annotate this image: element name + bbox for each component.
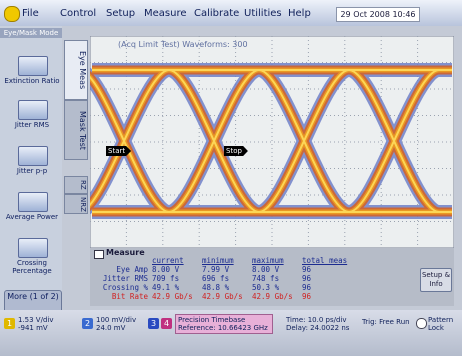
- waveform-display: [90, 36, 454, 248]
- row-label: Crossing %: [92, 283, 148, 292]
- cell: 7.99 V: [202, 265, 229, 274]
- cell: 8.00 V: [152, 265, 179, 274]
- scale: 100 mV/div: [96, 316, 136, 324]
- pattern-icon: [416, 318, 427, 329]
- mode-label: Eye/Mask Mode: [0, 28, 62, 38]
- format-tab[interactable]: NRZ: [64, 194, 88, 214]
- tab[interactable]: Mask Test: [64, 100, 88, 160]
- cell: 8.00 V: [252, 265, 279, 274]
- scale: 1.53 V/div: [18, 316, 54, 324]
- row-label: Jitter RMS: [92, 274, 148, 283]
- menu-item[interactable]: File: [22, 8, 39, 19]
- button-icon[interactable]: [18, 146, 48, 166]
- channel-chip[interactable]: 2: [82, 318, 93, 329]
- row-label: Bit Rate: [92, 292, 148, 301]
- cell: 696 fs: [202, 274, 229, 283]
- trigger-info[interactable]: Trig: Free Run: [362, 318, 410, 326]
- time-scale: Time: 10.0 ps/div: [286, 316, 349, 324]
- cell: 42.9 Gb/s: [202, 292, 243, 301]
- menu-item[interactable]: Calibrate: [194, 8, 239, 19]
- channel-chip[interactable]: 3: [148, 318, 159, 329]
- column-header: maximum: [252, 256, 284, 265]
- scope-app: 29 Oct 2008 10:46 Eye/Mask Mode More (1 …: [0, 0, 462, 356]
- format-tab[interactable]: RZ: [64, 176, 88, 194]
- column-header: total meas: [302, 256, 347, 265]
- offset: 24.0 mV: [96, 324, 136, 332]
- pattern-lock[interactable]: Pattern Lock: [428, 316, 460, 332]
- timebase-title: Precision Timebase: [178, 316, 270, 324]
- menu-item[interactable]: Control: [60, 8, 96, 19]
- cell: 748 fs: [252, 274, 279, 283]
- column-header: current: [152, 256, 184, 265]
- cell: 42.9 Gb/s: [252, 292, 293, 301]
- button-icon[interactable]: [18, 238, 48, 258]
- acq-status: (Acq Limit Test) Waveforms: 300: [118, 40, 248, 49]
- cell: 42.9 Gb/s: [152, 292, 193, 301]
- measure-title: Measure: [106, 248, 145, 257]
- menu-item[interactable]: Measure: [144, 8, 187, 19]
- cell: 96: [302, 283, 311, 292]
- cell: 49.1 %: [152, 283, 179, 292]
- menu-item[interactable]: Setup: [106, 8, 135, 19]
- cell: 96: [302, 292, 311, 301]
- measure-button[interactable]: Jitter p-p: [4, 167, 60, 175]
- row-label: Eye Amp: [92, 265, 148, 274]
- channel-chip[interactable]: 1: [4, 318, 15, 329]
- button-icon[interactable]: [18, 56, 48, 76]
- app-icon[interactable]: [4, 6, 20, 22]
- menu-item[interactable]: Help: [288, 8, 311, 19]
- cell: 96: [302, 265, 311, 274]
- cell: 50.3 %: [252, 283, 279, 292]
- button-icon[interactable]: [18, 100, 48, 120]
- measure-checkbox[interactable]: [94, 250, 104, 259]
- menu-item[interactable]: Utilities: [244, 8, 282, 19]
- datetime: 29 Oct 2008 10:46: [336, 7, 420, 22]
- measure-button[interactable]: Extinction Ratio: [4, 77, 60, 85]
- timebase-reference: Reference: 10.66423 GHz: [178, 324, 270, 332]
- time-delay: Delay: 24.0022 ns: [286, 324, 349, 332]
- cell: 96: [302, 274, 311, 283]
- measure-button[interactable]: Average Power: [4, 213, 60, 221]
- stop-marker[interactable]: Stop: [224, 146, 248, 156]
- cell: 48.8 %: [202, 283, 229, 292]
- setup-info-button[interactable]: Setup & Info: [420, 268, 452, 292]
- channel1-info: 1.53 V/div-941 mV: [18, 316, 54, 332]
- measure-button[interactable]: Jitter RMS: [4, 121, 60, 129]
- cell: 709 fs: [152, 274, 179, 283]
- measure-button[interactable]: Crossing Percentage: [4, 259, 60, 275]
- offset: -941 mV: [18, 324, 54, 332]
- column-header: minimum: [202, 256, 234, 265]
- channel-chip[interactable]: 4: [161, 318, 172, 329]
- button-icon[interactable]: [18, 192, 48, 212]
- tab[interactable]: Eye Meas: [64, 40, 88, 100]
- start-marker[interactable]: Start: [106, 146, 131, 156]
